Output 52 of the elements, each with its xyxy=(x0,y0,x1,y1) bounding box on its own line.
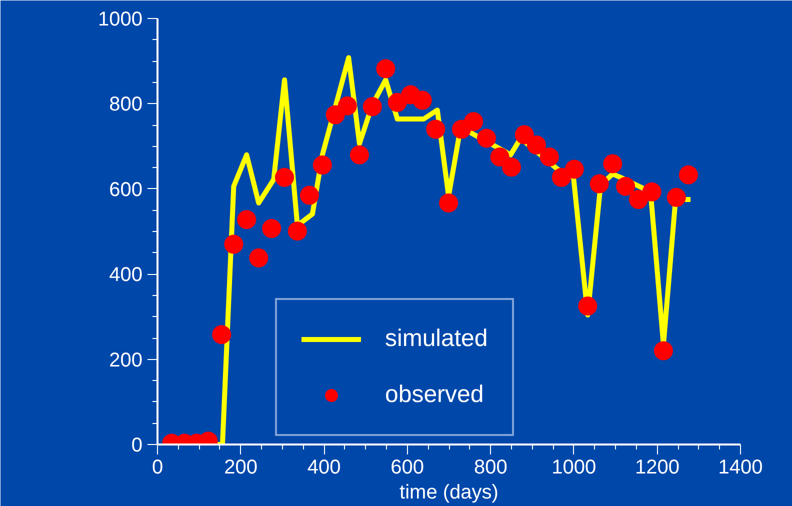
point xyxy=(552,168,571,187)
y-tick-label: 200 xyxy=(109,349,143,372)
y-tick-label: 600 xyxy=(109,178,143,201)
point xyxy=(350,145,369,164)
point xyxy=(212,325,232,344)
point xyxy=(338,96,357,116)
point xyxy=(526,136,546,155)
x-tick-label: 1200 xyxy=(634,456,680,478)
x-tick-label: 400 xyxy=(307,456,341,478)
point xyxy=(502,158,521,177)
point xyxy=(590,174,609,194)
point xyxy=(642,182,662,202)
point xyxy=(376,59,396,78)
point xyxy=(678,165,698,184)
point xyxy=(490,147,510,166)
point xyxy=(514,125,534,144)
point xyxy=(237,210,256,230)
point xyxy=(426,120,446,139)
x-tick-label: 1400 xyxy=(718,456,763,478)
point xyxy=(540,147,559,166)
point xyxy=(476,128,496,148)
y-tick-label: 1000 xyxy=(98,8,143,30)
point xyxy=(362,97,382,116)
y-tick-label: 800 xyxy=(109,94,143,116)
point xyxy=(249,248,268,268)
legend-label: observed xyxy=(385,381,484,409)
point xyxy=(603,154,622,174)
point xyxy=(412,90,432,110)
point xyxy=(578,296,598,316)
point xyxy=(388,92,407,112)
point xyxy=(654,341,673,360)
point xyxy=(464,112,484,132)
x-tick-label: 1000 xyxy=(552,456,596,478)
x-tick-label: 0 xyxy=(152,456,164,478)
x-tick-label: 600 xyxy=(390,456,424,478)
point xyxy=(616,176,636,196)
point xyxy=(262,219,282,238)
point xyxy=(666,188,686,207)
x-tick-label: 800 xyxy=(474,456,508,478)
point xyxy=(312,156,332,175)
point xyxy=(628,190,648,210)
x-tick-label: 200 xyxy=(224,456,258,478)
point xyxy=(564,160,584,179)
point xyxy=(224,234,244,254)
point xyxy=(288,222,307,241)
point xyxy=(300,186,319,205)
point xyxy=(275,168,294,187)
y-tick-label: 0 xyxy=(131,434,142,456)
point xyxy=(439,193,458,212)
x-axis-title: time (days) xyxy=(400,482,498,504)
legend-label: simulated xyxy=(385,325,488,353)
y-tick-label: 400 xyxy=(109,264,143,286)
